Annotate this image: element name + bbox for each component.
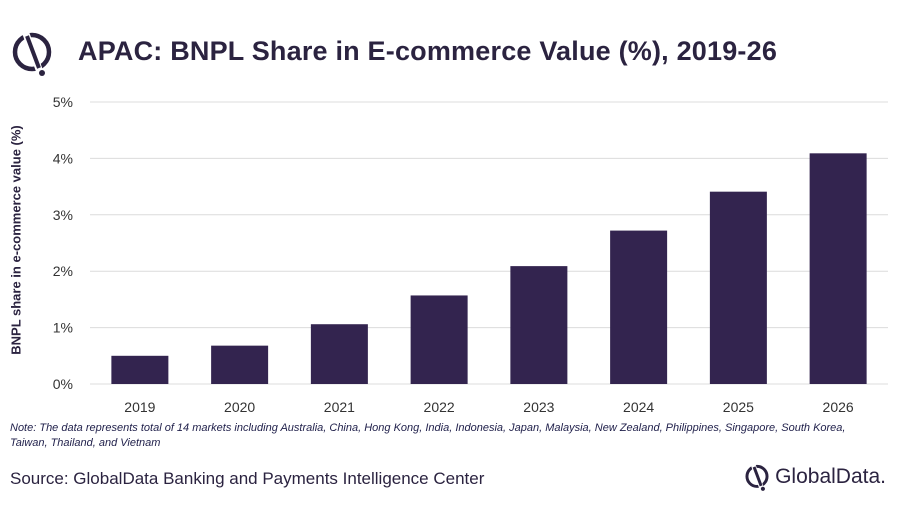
x-tick-label: 2025 bbox=[723, 399, 754, 415]
bar-chart: 0% 1% 2% 3% 4% 5% 2019 2020 2021 2022 2023 2024 2025… bbox=[53, 94, 888, 415]
chart-title: APAC: BNPL Share in E-commerce Value (%)… bbox=[78, 36, 778, 66]
source-text: Source: GlobalData Banking and Payments … bbox=[10, 469, 485, 488]
y-tick-label: 5% bbox=[53, 94, 73, 110]
y-tick-label: 2% bbox=[53, 263, 73, 279]
bar-2022 bbox=[410, 295, 468, 384]
bar-2025 bbox=[709, 191, 767, 384]
brand-name: GlobalData. bbox=[775, 465, 886, 488]
x-tick-label: 2020 bbox=[224, 399, 255, 415]
bar-2021 bbox=[310, 324, 368, 384]
x-tick-label: 2023 bbox=[523, 399, 554, 415]
y-tick-label: 4% bbox=[53, 150, 73, 166]
chart-note: Note: The data represents total of 14 ma… bbox=[10, 422, 846, 449]
bar-2024 bbox=[610, 230, 668, 384]
y-tick-label: 3% bbox=[53, 207, 73, 223]
x-tick-label: 2019 bbox=[124, 399, 155, 415]
bar-2023 bbox=[510, 266, 568, 384]
bar-2026 bbox=[809, 153, 867, 384]
x-tick-label: 2021 bbox=[324, 399, 355, 415]
x-tick-label: 2022 bbox=[424, 399, 455, 415]
y-tick-label: 0% bbox=[53, 376, 73, 392]
y-tick-label: 1% bbox=[53, 320, 73, 336]
x-tick-label: 2026 bbox=[823, 399, 854, 415]
globaldata-logo-icon bbox=[12, 29, 52, 77]
brand-logo: GlobalData. bbox=[744, 462, 886, 492]
bar-2019 bbox=[111, 355, 169, 384]
globaldata-brand-icon bbox=[745, 463, 769, 491]
x-tick-label: 2024 bbox=[623, 399, 654, 415]
bar-2020 bbox=[211, 345, 269, 384]
